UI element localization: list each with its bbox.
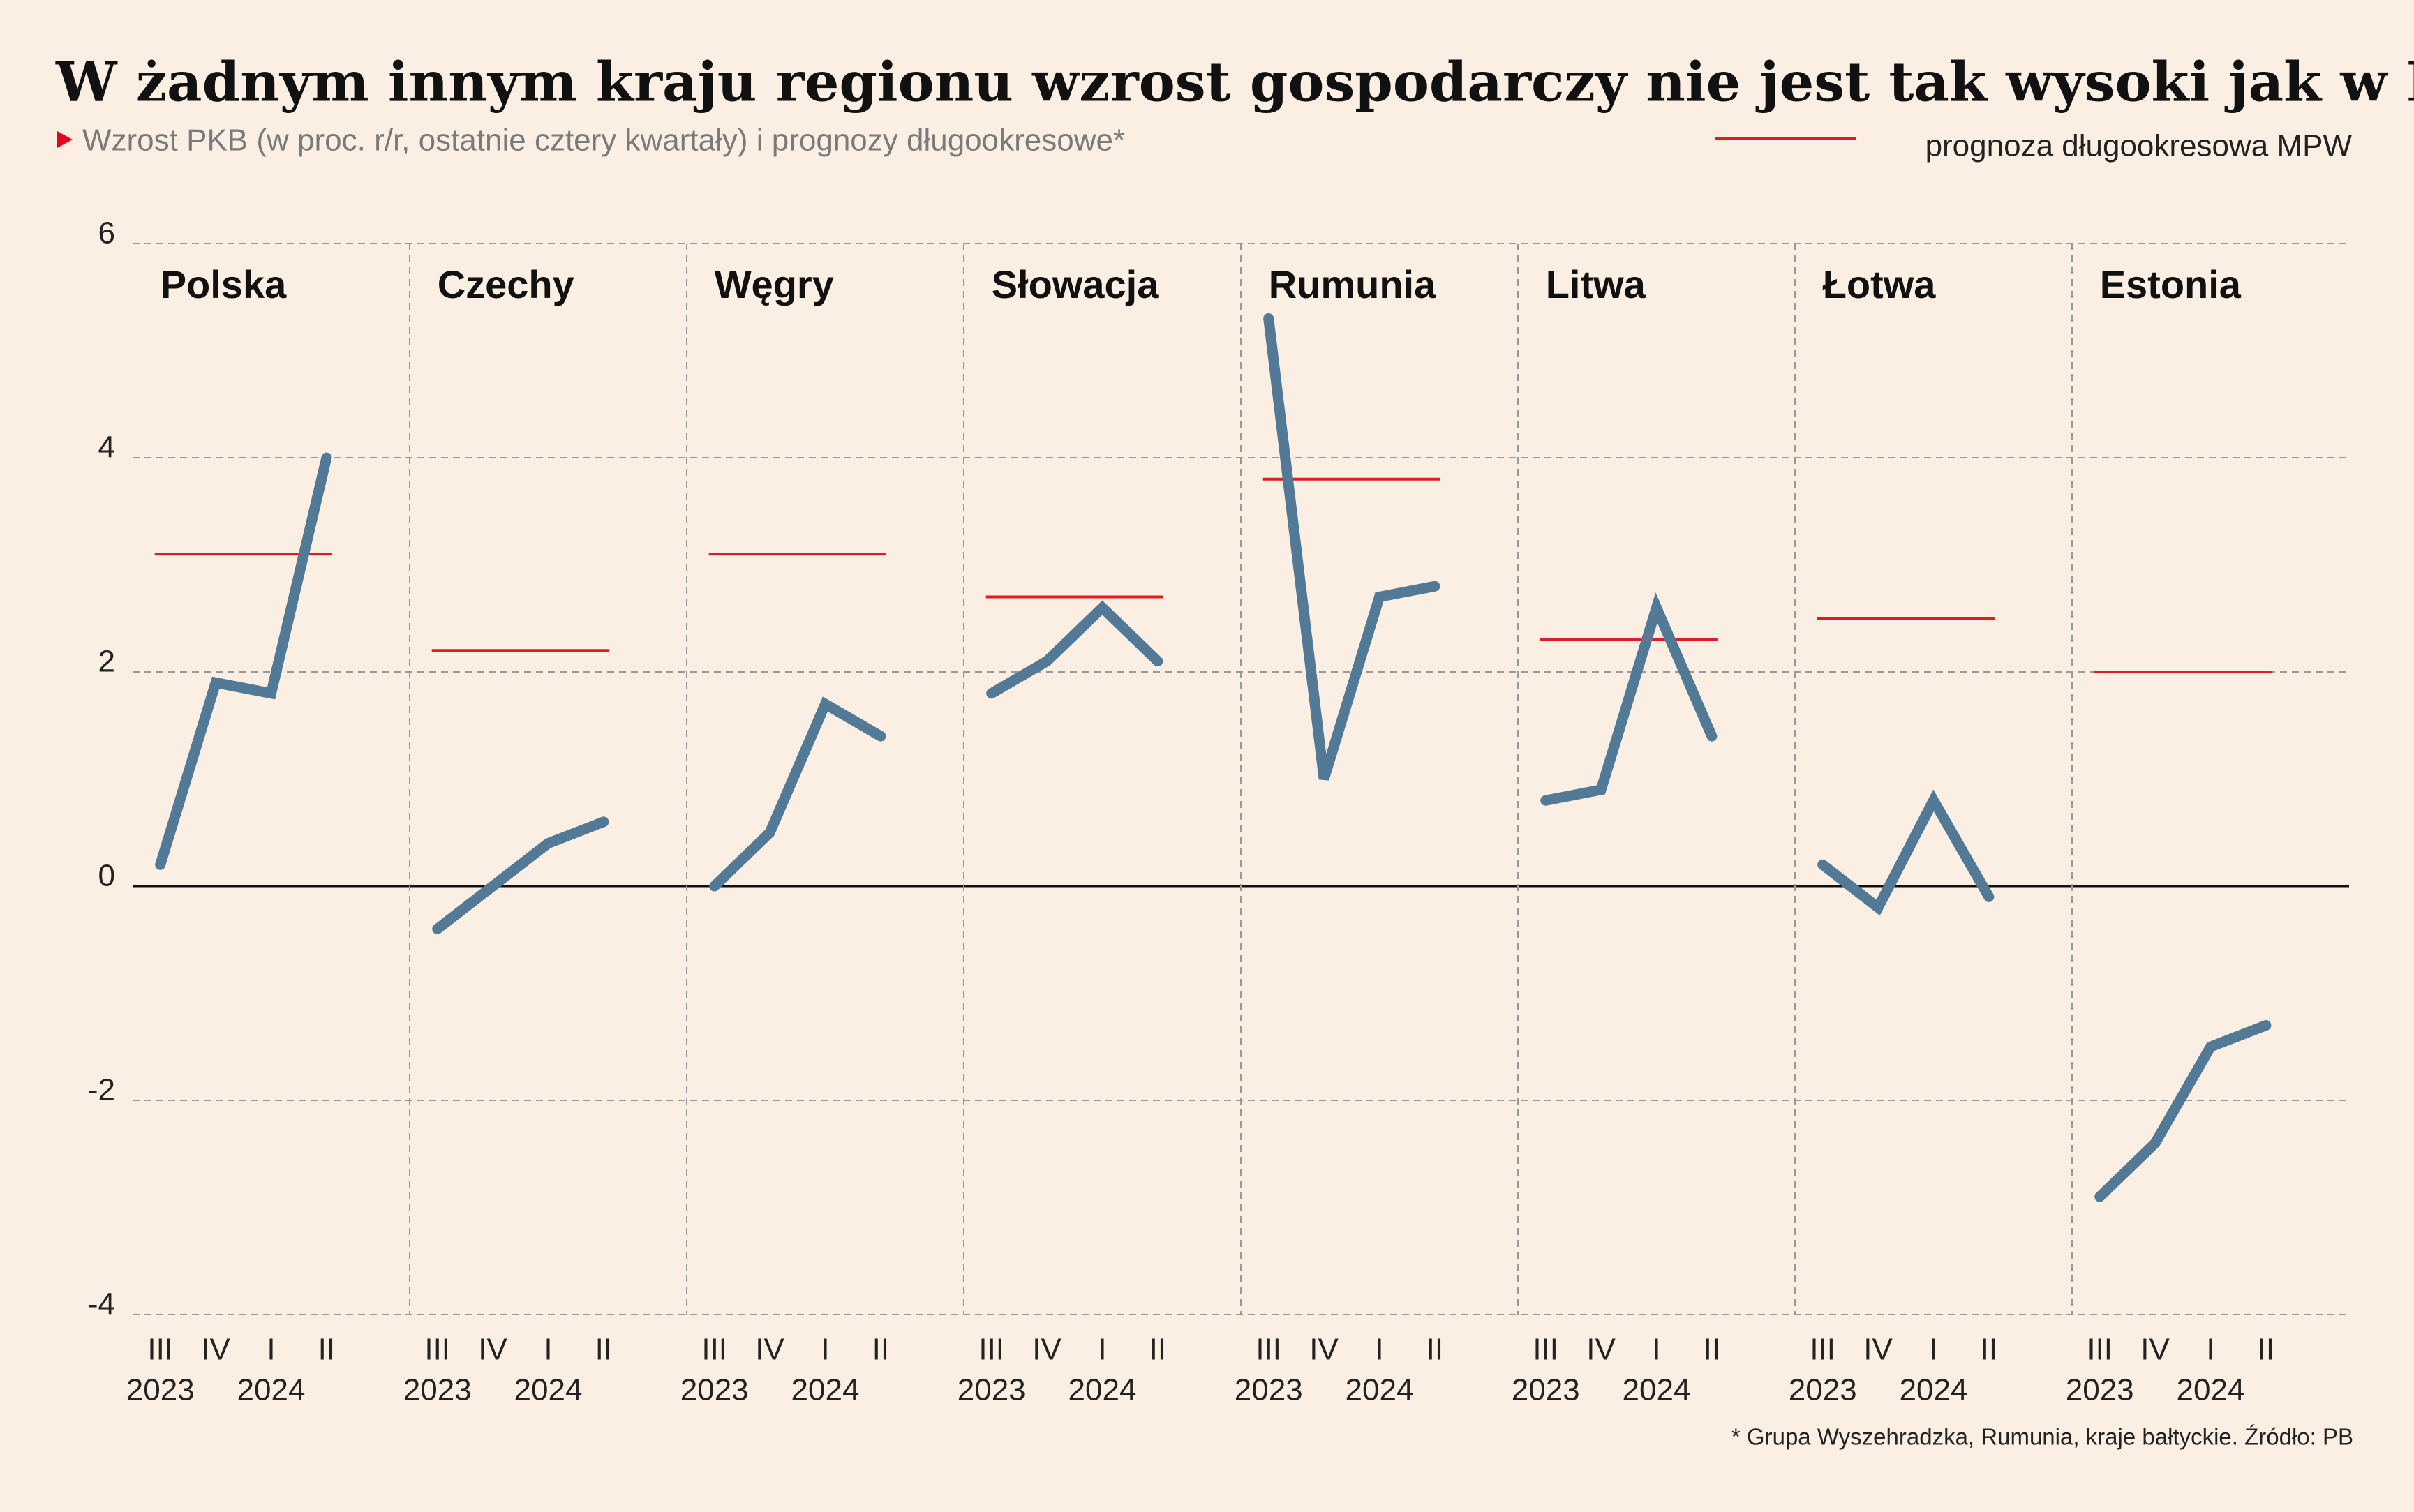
- x-tick-label: II: [1981, 1333, 1997, 1367]
- gdp-line: [155, 452, 332, 870]
- x-tick-label: IV: [201, 1333, 230, 1367]
- x-tick-label: II: [2258, 1333, 2274, 1367]
- x-tick-label: II: [1426, 1333, 1443, 1367]
- x-year-label: 2024: [237, 1373, 306, 1407]
- x-year-label: 2023: [126, 1373, 195, 1407]
- panel-title: Czechy: [438, 262, 574, 306]
- x-tick-label: II: [1149, 1333, 1166, 1367]
- x-tick-label: III: [1533, 1333, 1558, 1367]
- x-tick-label: III: [2087, 1333, 2113, 1367]
- gdp-line: [2094, 1020, 2272, 1202]
- chart-title: W żadnym innym kraju regionu wzrost gosp…: [55, 51, 2414, 114]
- x-tick-label: IV: [2140, 1333, 2170, 1367]
- x-tick-label: I: [2206, 1333, 2214, 1367]
- x-tick-label: III: [424, 1333, 450, 1367]
- x-tick-label: IV: [1032, 1333, 1061, 1367]
- x-tick-label: III: [1810, 1333, 1835, 1367]
- gdp-line: [986, 600, 1163, 699]
- gdp-line: [1540, 592, 1718, 806]
- y-tick-label: -4: [88, 1287, 115, 1322]
- x-year-label: 2024: [514, 1373, 583, 1407]
- gdp-line: [1263, 313, 1440, 781]
- panel-title: Estonia: [2100, 262, 2242, 306]
- y-tick-label: 4: [98, 431, 115, 465]
- x-tick-label: II: [318, 1333, 335, 1367]
- panel-title: Węgry: [715, 262, 834, 306]
- x-year-label: 2023: [958, 1373, 1026, 1407]
- x-year-label: 2024: [2177, 1373, 2245, 1407]
- panel-title: Rumunia: [1269, 262, 1436, 306]
- y-tick-label: 0: [98, 859, 115, 893]
- x-tick-label: IV: [1309, 1333, 1339, 1367]
- x-tick-label: I: [821, 1333, 829, 1367]
- x-year-label: 2024: [791, 1373, 860, 1407]
- x-tick-label: I: [267, 1333, 275, 1367]
- x-tick-label: I: [544, 1333, 552, 1367]
- x-tick-label: II: [1704, 1333, 1720, 1367]
- x-tick-label: I: [1375, 1333, 1383, 1367]
- x-tick-label: III: [147, 1333, 173, 1367]
- panel-title: Słowacja: [992, 262, 1160, 306]
- x-year-label: 2024: [1346, 1373, 1414, 1407]
- gdp-line: [1817, 789, 1995, 916]
- chart-subtitle: Wzrost PKB (w proc. r/r, ostatnie cztery…: [82, 123, 1125, 158]
- x-tick-label: II: [872, 1333, 889, 1367]
- x-year-label: 2024: [1068, 1373, 1137, 1407]
- gdp-line: [432, 816, 609, 934]
- subtitle-marker: [57, 131, 73, 148]
- x-year-label: 2023: [1235, 1373, 1303, 1407]
- panel-title: Łotwa: [1823, 262, 1937, 306]
- x-year-label: 2023: [1512, 1373, 1580, 1407]
- x-tick-label: I: [1929, 1333, 1937, 1367]
- x-tick-label: I: [1098, 1333, 1106, 1367]
- panel-title: Polska: [161, 262, 287, 306]
- x-tick-label: I: [1652, 1333, 1660, 1367]
- gdp-line: [709, 696, 886, 892]
- x-tick-label: III: [978, 1333, 1004, 1367]
- x-tick-label: IV: [478, 1333, 507, 1367]
- x-tick-label: III: [1256, 1333, 1281, 1367]
- y-tick-label: 2: [98, 645, 115, 679]
- x-year-label: 2023: [680, 1373, 749, 1407]
- footnote: * Grupa Wyszehradzka, Rumunia, kraje bał…: [1731, 1424, 2353, 1450]
- x-year-label: 2023: [1789, 1373, 1857, 1407]
- x-tick-label: II: [595, 1333, 612, 1367]
- x-year-label: 2023: [2066, 1373, 2134, 1407]
- x-tick-label: IV: [1586, 1333, 1616, 1367]
- x-year-label: 2024: [1623, 1373, 1691, 1407]
- x-tick-label: III: [701, 1333, 727, 1367]
- x-tick-label: IV: [1863, 1333, 1893, 1367]
- x-year-label: 2023: [403, 1373, 472, 1407]
- y-tick-label: -2: [88, 1073, 115, 1107]
- x-year-label: 2024: [1900, 1373, 1968, 1407]
- legend-label: prognoza długookresowa MPW: [1925, 129, 2353, 163]
- y-tick-label: 6: [98, 216, 115, 250]
- x-tick-label: IV: [755, 1333, 784, 1367]
- panel-title: Litwa: [1546, 262, 1646, 306]
